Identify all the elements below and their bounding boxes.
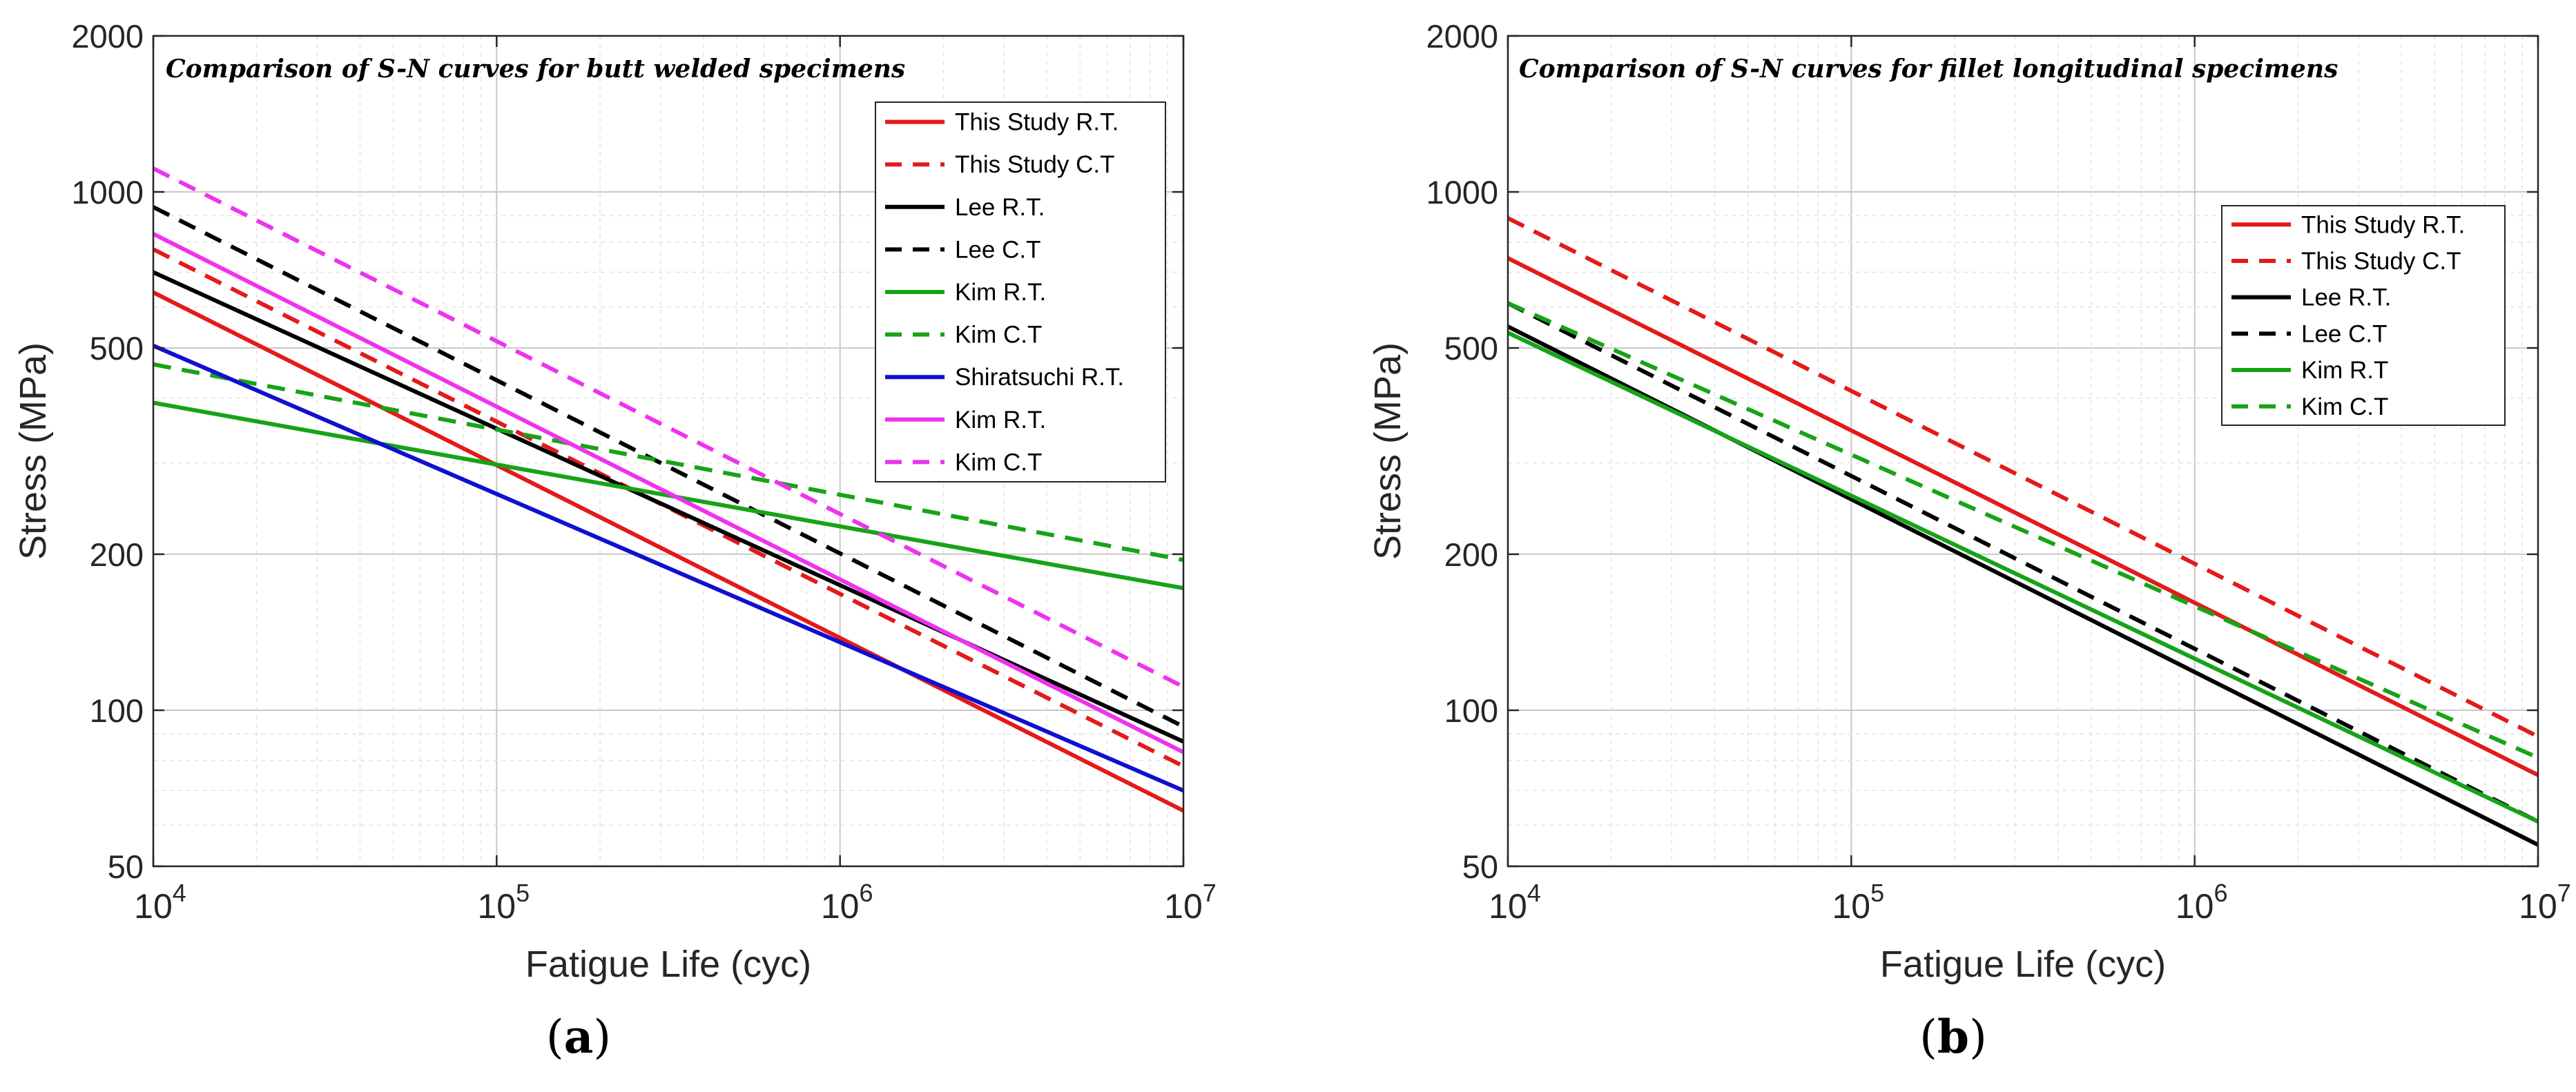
series-line-4 — [153, 205, 1183, 729]
panel-label: (b) — [1919, 1010, 1987, 1064]
y-tick-label: 2000 — [71, 18, 144, 55]
series-line-2 — [153, 247, 1183, 768]
legend-label: Kim R.T — [2301, 357, 2388, 384]
legend-label: Lee R.T. — [955, 194, 1045, 221]
axes-frame — [152, 35, 1185, 868]
x-tick-label: 106 — [2176, 879, 2228, 926]
legend-label: This Study C.T — [955, 151, 1114, 178]
plot-annotation: Comparison of S-N curves for fillet long… — [1519, 55, 2338, 84]
legend-label: This Study R.T. — [2301, 211, 2465, 238]
y-tick-label: 1000 — [71, 174, 144, 211]
x-tick-label: 104 — [134, 879, 186, 926]
legend-label: This Study C.T — [2301, 248, 2461, 275]
legend-box — [2221, 205, 2506, 426]
series-line-6 — [153, 362, 1183, 563]
axes-frame — [1507, 35, 2539, 868]
legend-label: Kim C.T — [2301, 393, 2388, 420]
x-tick-label: 106 — [821, 879, 873, 926]
x-tick-label: 104 — [1489, 879, 1541, 926]
series-line-8 — [153, 232, 1183, 754]
y-tick-label: 200 — [90, 536, 144, 573]
y-tick-label: 1000 — [1426, 174, 1498, 211]
series-line-6 — [1508, 301, 2538, 760]
y-tick-label: 500 — [1444, 330, 1498, 367]
tick-marks — [1507, 35, 2539, 868]
y-axis-label: Stress (MPa) — [12, 342, 54, 560]
series-group — [153, 166, 1183, 813]
series-line-5 — [1508, 331, 2538, 823]
series-line-1 — [1508, 256, 2538, 777]
legend-label: Lee C.T — [955, 236, 1041, 263]
series-line-5 — [153, 400, 1183, 591]
x-tick-label: 107 — [2519, 879, 2571, 926]
series-line-4 — [1508, 301, 2538, 823]
legend-label: Kim R.T. — [955, 407, 1046, 433]
legend: This Study R.T. This Study C.T Lee R.T. Lee… — [875, 101, 1166, 482]
legend-label: Shiratsuchi R.T. — [955, 364, 1124, 391]
tick-marks — [152, 35, 1185, 868]
y-tick-label: 100 — [1444, 692, 1498, 729]
legend-label: Lee C.T — [2301, 320, 2388, 347]
legend-label: This Study R.T. — [955, 109, 1118, 136]
plot-area — [1508, 36, 2538, 866]
x-tick-label: 105 — [478, 879, 530, 926]
y-tick-label: 50 — [1462, 848, 1498, 885]
plot-annotation: Comparison of S-N curves for butt welded… — [166, 55, 905, 84]
y-axis-label: Stress (MPa) — [1367, 342, 1408, 560]
legend-label: Kim C.T — [955, 322, 1042, 349]
y-tick-label: 200 — [1444, 536, 1498, 573]
series-line-1 — [153, 290, 1183, 813]
series-line-2 — [1508, 216, 2538, 739]
legend-label: Lee R.T. — [2301, 284, 2391, 311]
legend-label: Kim R.T. — [955, 279, 1046, 306]
y-tick-label: 50 — [108, 848, 144, 885]
series-line-7 — [153, 344, 1183, 793]
chart-panel-a: 104 105 106 107 50 100 200 500 1000 2000 Fatigue L… — [12, 18, 1217, 1064]
x-tick-label: 107 — [1164, 879, 1217, 926]
panel-label: (a) — [546, 1010, 611, 1064]
y-tick-label: 100 — [90, 692, 144, 729]
y-tick-label: 2000 — [1426, 18, 1498, 55]
series-group — [1508, 216, 2538, 847]
x-tick-label: 105 — [1832, 879, 1885, 926]
series-line-3 — [153, 270, 1183, 744]
x-axis-label: Fatigue Life (cyc) — [1880, 944, 2166, 985]
legend: This Study R.T. This Study C.T Lee R.T. Lee… — [2221, 205, 2506, 426]
x-axis-label: Fatigue Life (cyc) — [525, 944, 811, 985]
chart-panel-b: 104 105 106 107 50 100 200 500 1000 2000 Fatigue L… — [1367, 18, 2571, 1064]
y-tick-label: 500 — [90, 330, 144, 367]
legend-label: Kim C.T — [955, 449, 1042, 476]
series-line-9 — [153, 166, 1183, 689]
